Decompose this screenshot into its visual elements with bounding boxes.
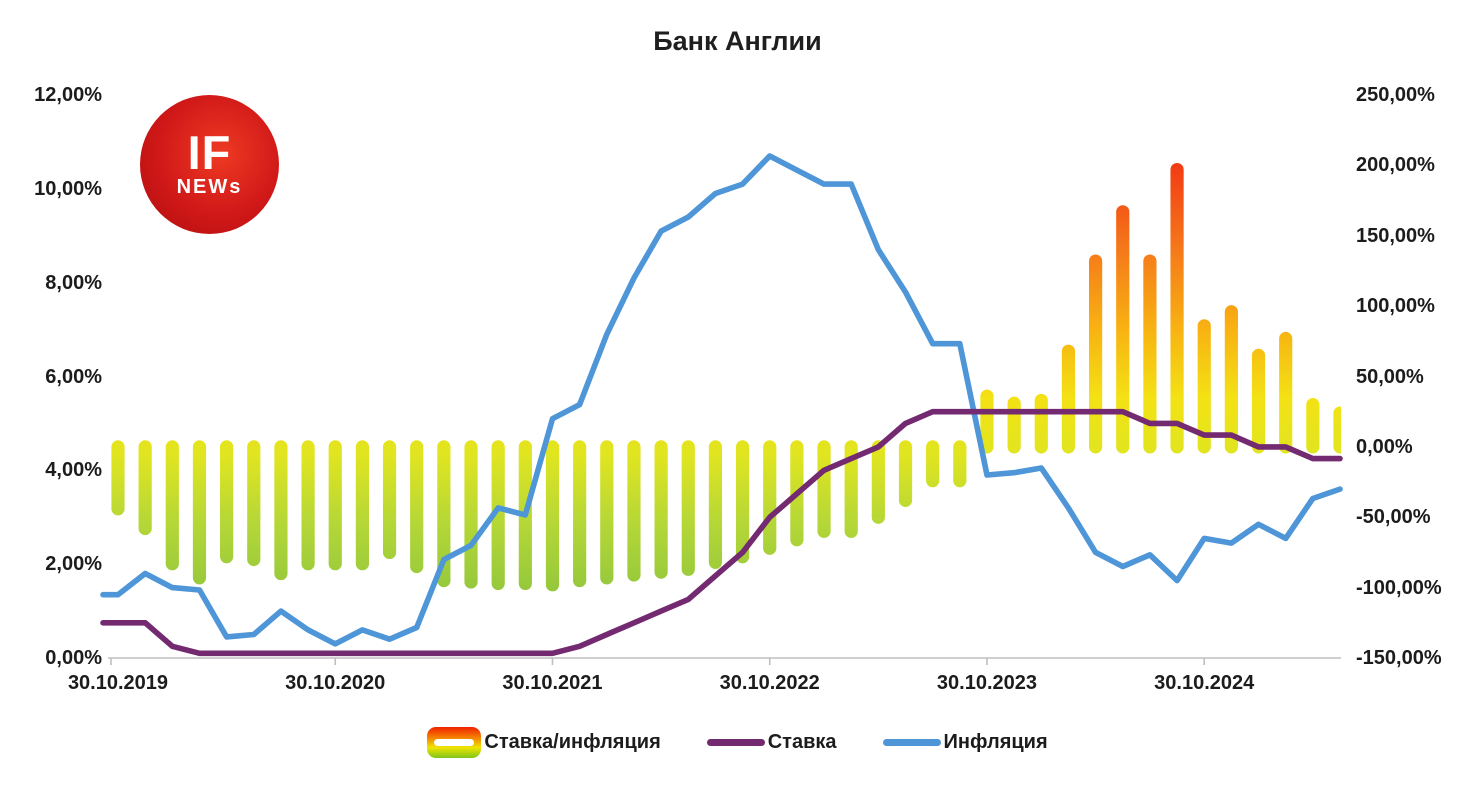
legend-label-inflation: Инфляция <box>943 731 1048 753</box>
y-axis-label-left: 0,00% <box>45 647 102 669</box>
y-axis-label-right: -150,00% <box>1356 647 1442 669</box>
inflation-line-swatch-icon <box>882 739 941 746</box>
inflation-line-series <box>100 153 1343 647</box>
y-axis-label-right: 200,00% <box>1356 154 1435 177</box>
legend-label-ratio: Ставка/инфляция <box>484 731 661 753</box>
y-axis-label-right: -50,00% <box>1356 506 1431 529</box>
y-axis-label-right: 100,00% <box>1356 295 1435 318</box>
x-axis-label: 30.10.2022 <box>719 672 820 694</box>
legend-item-inflation: Инфляция <box>882 731 1048 754</box>
y-axis-label-left: 4,00% <box>45 459 102 482</box>
y-axis-label-left: 10,00% <box>34 177 102 200</box>
chart-legend: Ставка/инфляция Ставка Инфляция <box>0 727 1475 758</box>
y-axis-label-right: 150,00% <box>1356 224 1435 247</box>
x-axis-label: 30.10.2024 <box>1154 672 1255 694</box>
if-news-logo: IF NEWs <box>140 95 279 234</box>
y-axis-label-left: 2,00% <box>45 553 102 576</box>
rate-line-series <box>100 408 1343 657</box>
gradient-bar-swatch-icon <box>427 727 482 758</box>
x-axis-label: 30.10.2019 <box>67 672 169 694</box>
y-axis-label-left: 6,00% <box>45 365 102 388</box>
ratio-bars-series <box>111 162 1341 592</box>
y-axis-label-left: 8,00% <box>45 271 102 294</box>
y-axis-label-right: 50,00% <box>1356 365 1424 388</box>
legend-label-rate: Ставка <box>767 731 837 753</box>
gradient-swatch-white-line <box>434 739 475 746</box>
legend-item-rate: Ставка <box>706 731 837 754</box>
logo-text-if: IF <box>187 125 232 179</box>
logo-text-news: NEWs <box>176 175 243 198</box>
rate-line-swatch-icon <box>706 739 765 746</box>
legend-item-ratio: Ставка/инфляция <box>427 727 661 758</box>
x-axis-label: 30.10.2020 <box>285 672 386 694</box>
y-axis-label-left: 12,00% <box>34 84 102 106</box>
x-axis-label: 30.10.2021 <box>502 672 603 694</box>
y-axis-label-right: 250,00% <box>1356 84 1435 106</box>
y-axis-label-right: 0,00% <box>1356 435 1413 458</box>
x-axis-label: 30.10.2023 <box>936 672 1038 694</box>
chart-title: Банк Англии <box>653 26 822 56</box>
y-axis-label-right: -100,00% <box>1356 576 1442 599</box>
